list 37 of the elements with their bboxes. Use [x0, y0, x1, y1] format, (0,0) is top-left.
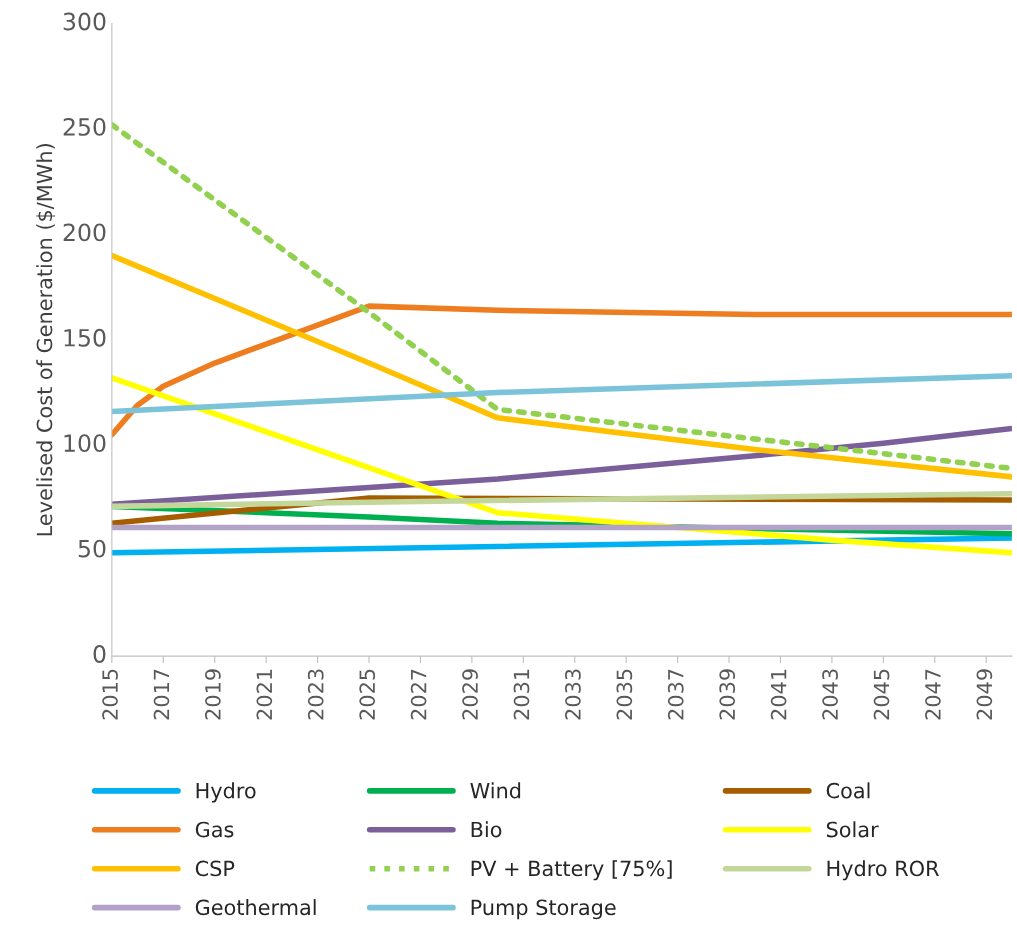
legend-label: Solar	[826, 821, 879, 838]
x-tick-label: 2037	[667, 669, 684, 720]
legend-label: Bio	[471, 821, 502, 838]
legend-label: Coal	[826, 782, 870, 799]
x-tick-label: 2047	[925, 669, 941, 720]
x-tick-label: 2033	[565, 669, 581, 720]
y-tick-label: 150	[64, 328, 106, 347]
x-tick-label: 2041	[770, 669, 787, 720]
y-tick-label: 200	[63, 223, 106, 242]
y-tick-label: 100	[64, 434, 106, 453]
x-tick-label: 2027	[410, 669, 427, 720]
x-tick-label: 2049	[976, 669, 993, 720]
x-tick-label: 2021	[256, 669, 273, 720]
legend-label: Wind	[470, 782, 521, 799]
x-tick-label: 2017	[153, 669, 170, 720]
y-axis-title: Levelised Cost of Generation ($/MWh)	[36, 144, 56, 536]
x-tick-label: 2035	[616, 669, 633, 720]
x-tick-label: 2039	[719, 669, 736, 720]
x-tick-label: 2019	[205, 669, 221, 720]
x-tick-label: 2045	[873, 669, 890, 720]
legend-label: Gas	[195, 821, 234, 838]
y-tick-label: 0	[93, 645, 106, 663]
x-tick-label: 2031	[513, 669, 530, 720]
x-tick-label: 2029	[462, 669, 478, 720]
y-tick-label: 50	[78, 539, 106, 558]
x-tick-label: 2023	[307, 669, 324, 720]
legend-label: Pump Storage	[471, 899, 616, 920]
legend-label: PV + Battery [75%]	[471, 860, 672, 881]
legend-label: Hydro ROR	[827, 860, 939, 881]
x-tick-label: 2025	[359, 669, 376, 720]
legend-label: Hydro	[196, 782, 256, 803]
x-tick-label: 2015	[102, 669, 118, 720]
x-tick-label: 2043	[822, 669, 838, 720]
y-tick-label: 250	[63, 118, 106, 136]
y-tick-label: 300	[63, 12, 106, 31]
legend-label: CSP	[195, 860, 235, 877]
legend-label: Geothermal	[195, 899, 316, 916]
